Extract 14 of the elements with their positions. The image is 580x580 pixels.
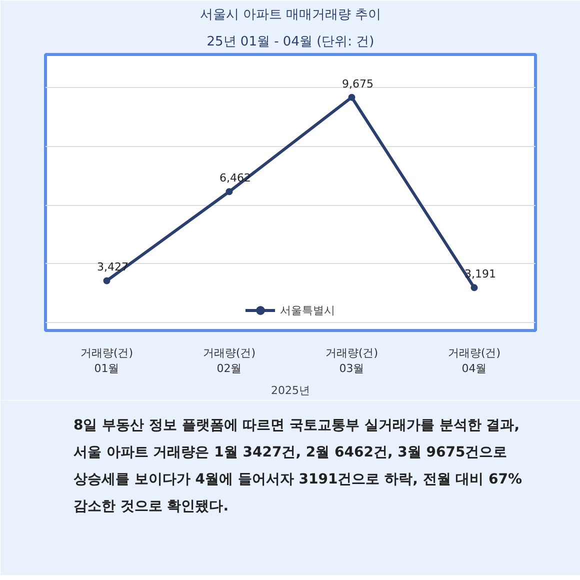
data-label: 9,675 bbox=[342, 77, 374, 90]
chart-subtitle: 25년 01월 - 04월 (단위: 건) bbox=[206, 34, 374, 50]
point bbox=[348, 94, 356, 101]
x-tick-label: 거래량(건) 02월 bbox=[202, 346, 256, 376]
x-axis-title: 2025년 bbox=[271, 384, 310, 398]
point bbox=[470, 284, 478, 292]
point bbox=[226, 188, 233, 196]
x-tick-label: 거래량(건) 04월 bbox=[448, 346, 501, 376]
x-tick-label: 거래량(건) 01월 bbox=[80, 346, 134, 376]
x-tick-label: 거래량(건) 03월 bbox=[325, 346, 378, 376]
point bbox=[103, 277, 110, 284]
chart-title: 서울시 아파트 매매거래량 추이 bbox=[200, 8, 382, 22]
text: 8일 부동산 정보 플랫폼에 따르면 국토교통부 실거래가를 분석한 결과, 서울 아파트 거래량은 1월 3427건, 2월 6462건, 3월 9675건으로 상승세를 보이다가 4월에 들어서자 3191건으로 하락, 전월 대비 67% 감소한 것으로 확인됐다. bbox=[74, 418, 522, 514]
legend-label: 서울특별시 bbox=[280, 302, 335, 318]
